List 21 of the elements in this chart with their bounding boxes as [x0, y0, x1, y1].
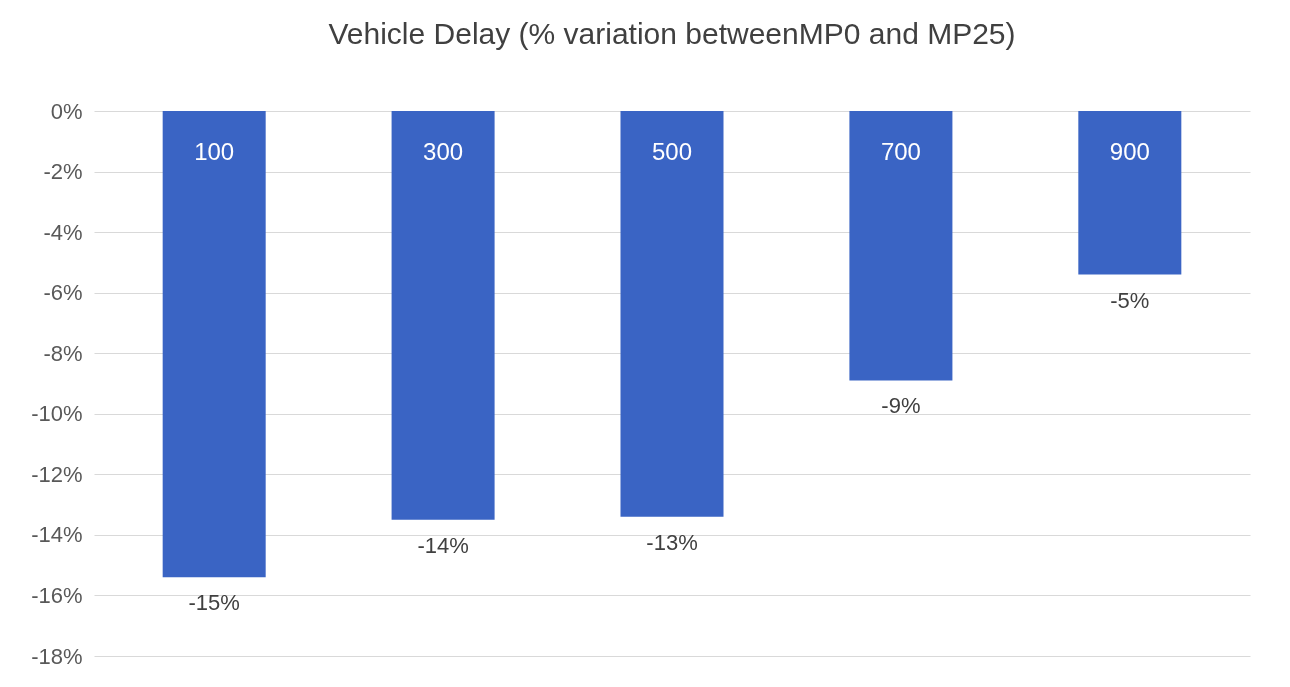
y-tick-label: -18% [31, 643, 83, 669]
y-tick-label: -6% [43, 280, 83, 306]
y-tick-label: -12% [31, 461, 83, 487]
x-tick-label: 700 [880, 138, 921, 165]
y-tick-label: -10% [31, 401, 83, 427]
x-tick-label: 100 [194, 138, 235, 165]
y-tick-label: -4% [43, 219, 83, 245]
y-tick-label: -8% [43, 340, 83, 366]
y-tick-label: -16% [31, 582, 83, 608]
chart-title: Vehicle Delay (% variation betweenMP0 and MP25) [328, 17, 1016, 50]
y-tick-label: 0% [50, 98, 83, 124]
data-label: -9% [881, 393, 921, 419]
data-label: -14% [417, 532, 469, 558]
x-tick-label: 900 [1109, 138, 1150, 165]
x-tick-label: 500 [651, 138, 693, 165]
y-tick-label: -2% [43, 159, 83, 185]
x-tick-label: 300 [423, 138, 464, 165]
y-tick-label: -14% [31, 522, 83, 548]
data-label: -5% [1110, 287, 1150, 313]
data-label: -15% [188, 590, 240, 616]
data-label: -13% [646, 529, 698, 555]
